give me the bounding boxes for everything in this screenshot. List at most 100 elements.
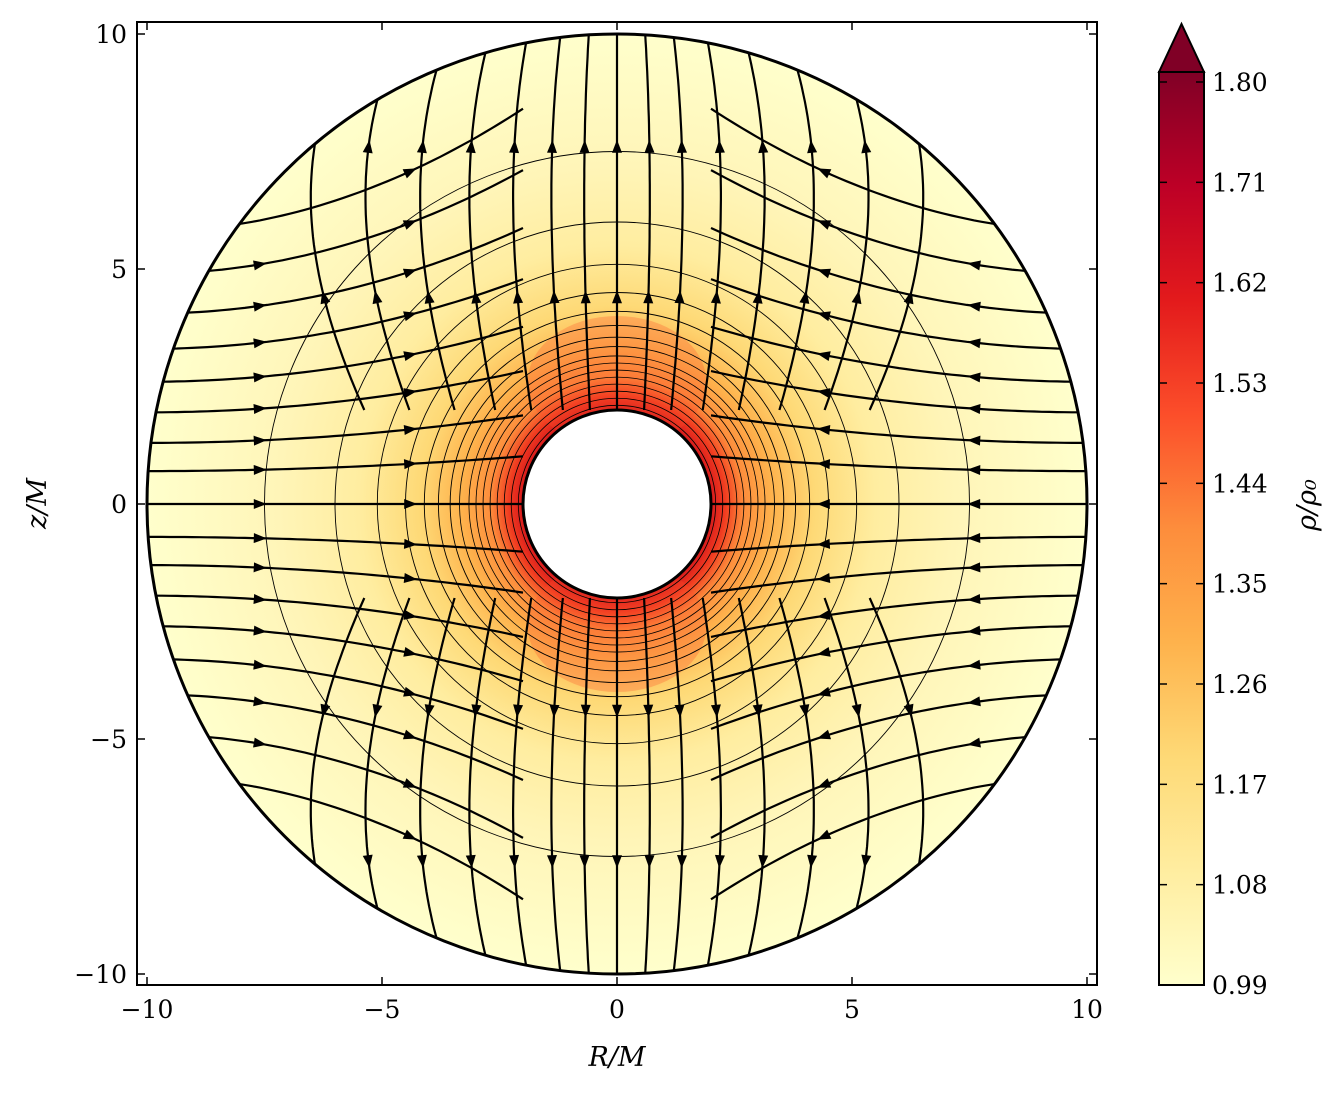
x-tick-label: 10	[1071, 995, 1103, 1024]
streamline-arrowhead	[549, 290, 560, 304]
streamline-arrowhead	[817, 268, 832, 279]
streamline-arrowhead	[509, 854, 520, 869]
streamline-arrowhead	[807, 854, 818, 869]
streamline	[147, 455, 524, 473]
colorbar-tick-label: 0.99	[1212, 971, 1268, 1000]
streamline-arrowhead	[967, 338, 981, 349]
streamline	[512, 33, 533, 411]
y-tick-label: 5	[111, 255, 127, 284]
streamline-arrowhead	[404, 499, 418, 509]
colorbar-ticks: 0.99 1.08 1.17 1.26 1.35 1.44 1.53 1.62 1.71 1.80	[1159, 68, 1268, 1000]
streamline-arrowhead	[253, 562, 267, 573]
streamline-arrowhead	[402, 168, 417, 179]
streamline-arrowhead	[903, 290, 914, 305]
streamline-arrowhead	[817, 220, 832, 230]
streamline-arrowhead	[403, 459, 418, 470]
streamline-arrowhead	[714, 139, 725, 154]
streamline-arrowhead	[967, 301, 981, 312]
streamline	[710, 226, 1087, 315]
streamline	[643, 33, 651, 411]
streamline	[468, 597, 497, 975]
streamline-arrowhead	[861, 854, 872, 869]
streamline	[710, 455, 1087, 473]
streamline-arrowhead	[253, 372, 267, 383]
streamline	[147, 226, 524, 315]
streamline-arrowhead	[851, 703, 862, 718]
streamline-arrowhead	[403, 610, 418, 620]
streamline-arrowhead	[677, 855, 688, 869]
colorbar-tick-label: 1.71	[1212, 168, 1268, 197]
streamline	[146, 594, 524, 638]
streamline-arrowhead	[403, 538, 418, 549]
streamline-arrowhead	[816, 459, 831, 470]
streamline-arrowhead	[253, 659, 267, 670]
streamline-arrowhead	[799, 704, 810, 718]
streamline-arrowhead	[403, 646, 418, 657]
streamline-arrowhead	[644, 855, 655, 869]
streamline	[710, 658, 1087, 730]
streamline	[701, 597, 722, 975]
streamline	[710, 693, 1087, 782]
colorbar-tick-label: 1.53	[1212, 369, 1268, 398]
streamline-arrowhead	[416, 139, 427, 154]
streamline-arrowhead	[402, 778, 417, 788]
streamline	[550, 33, 564, 411]
streamline-arrowhead	[714, 854, 725, 869]
y-tick-label: 10	[95, 20, 127, 49]
streamline-arrowhead	[253, 260, 267, 271]
streamline-arrowhead	[967, 372, 981, 383]
streamline-arrowhead	[402, 220, 417, 230]
streamline-arrowhead	[817, 829, 832, 840]
streamline-arrowhead	[362, 139, 373, 154]
streamline-arrowhead	[612, 855, 622, 869]
streamline	[710, 370, 1088, 414]
outer-boundary-circle	[145, 32, 1089, 976]
streamline-arrowhead	[752, 290, 763, 304]
streamline-arrowhead	[253, 301, 267, 312]
streamline-arrowhead	[372, 290, 383, 305]
streamline-arrowhead	[817, 311, 831, 322]
streamline-arrowhead	[816, 351, 831, 362]
streamline-arrowhead	[579, 855, 590, 869]
streamline-arrowhead	[674, 290, 685, 304]
streamline-arrowhead	[851, 290, 862, 305]
streamline-arrowhead	[967, 594, 981, 604]
streamline-arrowhead	[903, 703, 914, 718]
streamline-arrowhead	[758, 854, 769, 869]
streamline-arrowhead	[580, 704, 591, 718]
streamline	[146, 370, 524, 414]
streamline	[670, 597, 684, 975]
x-tick-label: −5	[364, 995, 401, 1024]
streamline-arrowhead	[861, 139, 872, 154]
streamline-arrowhead	[710, 290, 721, 304]
streamline-arrowhead	[549, 704, 560, 718]
streamline-arrowhead	[509, 139, 520, 154]
streamline	[583, 33, 591, 411]
streamline-arrowhead	[546, 139, 557, 153]
streamline-arrowhead	[471, 290, 482, 304]
streamline-arrowhead	[758, 139, 769, 154]
streamline	[710, 535, 1087, 553]
streamline-arrowhead	[546, 855, 557, 869]
axis-ticks: −10 −5 0 5 10 −10 −5 0 5 10	[74, 20, 1103, 1024]
streamline	[737, 597, 766, 975]
colorbar-label: ρ/ρ₀	[1292, 479, 1323, 532]
streamline	[419, 597, 456, 975]
streamline-arrowhead	[710, 704, 721, 718]
streamline-arrowhead	[816, 499, 830, 509]
streamline-arrowhead	[799, 290, 810, 304]
streamline-arrowhead	[403, 388, 418, 398]
streamline-arrowhead	[612, 290, 622, 304]
y-axis-label: z/M	[22, 477, 53, 530]
y-tick-label: 0	[111, 490, 127, 519]
streamline-arrowhead	[253, 594, 267, 604]
streamline-arrowhead	[580, 290, 591, 304]
streamline-arrowhead	[674, 704, 685, 718]
streamline	[419, 33, 456, 411]
streamline-arrowhead	[424, 290, 435, 304]
streamline-arrowhead	[471, 704, 482, 718]
streamline	[670, 33, 684, 411]
streamline-arrowhead	[612, 139, 622, 153]
colorbar-tick-label: 1.35	[1212, 570, 1268, 599]
colorbar-gradient	[1158, 71, 1205, 986]
